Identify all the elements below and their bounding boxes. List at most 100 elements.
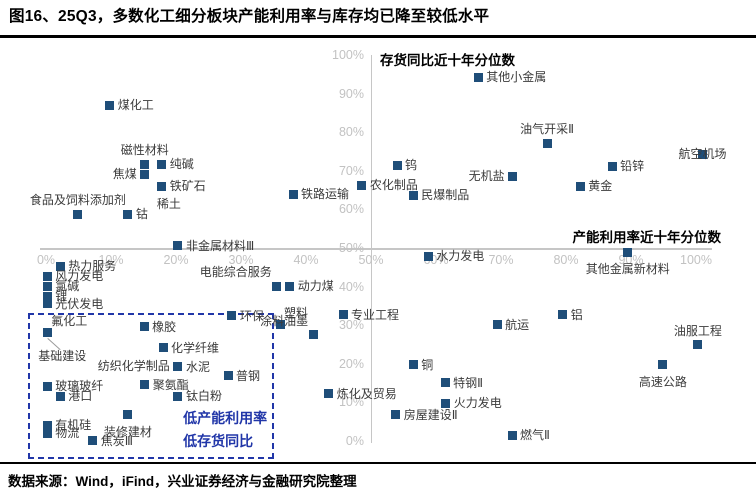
data-point <box>140 169 150 179</box>
data-point <box>140 159 150 169</box>
data-point-label: 聚氨酯 <box>152 377 189 392</box>
x-axis-title: 产能利用率近十年分位数 <box>572 230 722 245</box>
data-point-label: 非金属材料Ⅲ <box>185 238 255 253</box>
y-tick-label: 70% <box>338 163 364 178</box>
data-point-label: 钛白粉 <box>185 389 222 404</box>
data-point <box>698 149 707 159</box>
data-point <box>173 362 183 372</box>
x-tick-label: 20% <box>163 253 189 267</box>
data-point <box>42 420 52 430</box>
y-tick-label: 30% <box>338 318 364 333</box>
data-point <box>158 343 168 353</box>
data-point-label: 铜 <box>421 357 434 372</box>
data-point-label: 基础建设 <box>38 348 87 363</box>
y-axis-title: 存货同比近十年分位数 <box>380 53 515 68</box>
data-point-label: 油服工程 <box>673 323 722 338</box>
quadrant-callout: 低产能利用率 <box>183 410 268 427</box>
data-point <box>507 430 517 440</box>
data-point-label: 油气开采Ⅱ <box>520 122 575 137</box>
data-point-label: 纺织化学制品 <box>97 358 170 373</box>
footer-divider <box>0 462 756 464</box>
data-point-label: 动力煤 <box>297 279 334 294</box>
scatter-plot-area: 存货同比近十年分位数 产能利用率近十年分位数 0% 10% 20% 30% 40% 50%… <box>27 48 727 460</box>
data-point <box>558 310 568 320</box>
data-point-label: 铝 <box>570 307 583 322</box>
data-point <box>173 391 183 401</box>
data-point-label: 港口 <box>68 389 93 404</box>
x-tick-label: 70% <box>488 253 514 267</box>
x-tick-label: 50% <box>358 253 384 267</box>
data-point-label: 炼化及贸易 <box>336 386 397 401</box>
data-point <box>42 328 52 338</box>
data-point <box>440 378 450 388</box>
data-point-label: 环保 <box>239 308 264 323</box>
data-point <box>408 360 418 370</box>
data-point <box>508 171 518 181</box>
data-point <box>55 391 65 401</box>
data-point <box>42 299 52 309</box>
data-point-label: 焦煤 <box>112 167 137 182</box>
data-point <box>42 271 52 281</box>
data-point-label: 焦炭Ⅲ <box>100 433 134 448</box>
data-point <box>285 281 295 291</box>
data-point <box>607 161 617 171</box>
data-point-label: 高速公路 <box>638 374 687 389</box>
data-point-label: 黄金 <box>588 179 613 194</box>
data-point-label: 煤化工 <box>117 98 154 113</box>
y-tick-label: 50% <box>338 241 364 255</box>
data-point <box>357 180 367 190</box>
data-point-label: 稀土 <box>156 197 181 212</box>
y-tick-label: 80% <box>338 125 364 140</box>
data-point <box>658 360 668 370</box>
x-tick-label: 10% <box>98 253 124 267</box>
data-point-label: 燃气Ⅱ <box>520 428 550 443</box>
figure-title: 图16、25Q3，多数化工细分板块产能利用率与库存均已降至较低水平 <box>9 8 490 25</box>
data-point <box>275 320 285 330</box>
y-tick-label: 90% <box>338 86 364 101</box>
data-point <box>173 241 183 251</box>
data-point <box>492 320 502 330</box>
data-point <box>623 247 633 257</box>
x-tick-label: 80% <box>553 253 579 267</box>
data-point-label: 火力发电 <box>453 396 502 410</box>
x-axis-line <box>40 248 712 250</box>
data-point-label: 热力服务 <box>68 259 117 274</box>
data-point <box>139 322 149 332</box>
x-tick-label: 0% <box>36 253 56 267</box>
data-point-label: 其他小金属 <box>486 70 547 85</box>
data-point <box>423 251 433 261</box>
x-tick-label: 40% <box>293 253 319 267</box>
data-point <box>392 160 402 170</box>
data-point <box>338 310 348 320</box>
data-point <box>123 410 133 420</box>
data-point <box>88 436 98 446</box>
data-point <box>227 311 237 321</box>
data-point-label: 水泥 <box>185 359 210 374</box>
data-point-label: 锂 <box>55 289 68 304</box>
x-tick-label: 30% <box>228 253 254 267</box>
data-point <box>308 330 318 340</box>
data-point-label: 铁路运输 <box>301 187 350 202</box>
data-point <box>157 159 167 169</box>
data-point <box>272 281 282 291</box>
data-point-label: 农化制品 <box>369 178 418 193</box>
y-tick-label: 0% <box>345 434 364 448</box>
y-tick-label: 60% <box>338 202 364 217</box>
data-point <box>408 190 418 200</box>
data-point <box>693 340 703 350</box>
data-point <box>42 281 52 291</box>
data-point-label: 航空机场 <box>678 147 727 162</box>
data-point <box>542 138 552 148</box>
data-point-label: 有机硅 <box>55 418 92 433</box>
data-point <box>42 291 52 301</box>
data-point-label: 玻璃玻纤 <box>55 379 104 394</box>
data-point-label: 磁性材料 <box>120 143 169 158</box>
data-point-label: 民爆制品 <box>421 188 470 203</box>
data-point <box>441 398 451 408</box>
data-point-label: 纯碱 <box>169 157 194 172</box>
data-point-label: 涂料油墨 <box>260 313 309 328</box>
data-point-label: 风力发电 <box>55 269 104 284</box>
data-point-label: 食品及饲料添加剂 <box>29 193 126 208</box>
data-point-label: 钨 <box>405 158 418 173</box>
data-point <box>223 371 233 381</box>
